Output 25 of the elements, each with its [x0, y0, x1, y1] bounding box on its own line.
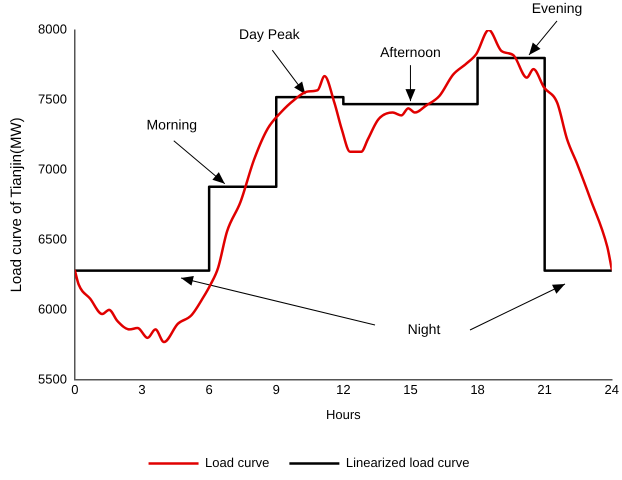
x-axis-title: Hours [326, 406, 362, 422]
annotation: Night [408, 320, 440, 337]
y-tick-label: 8000 [38, 22, 67, 37]
x-tick-label: 18 [470, 382, 485, 398]
annotation: Afternoon [380, 44, 441, 60]
x-tick-label: 15 [403, 382, 418, 398]
x-tick-label: 0 [71, 382, 79, 398]
annotation: Day Peak [238, 26, 301, 42]
annotation: Morning [146, 116, 198, 133]
y-tick-label: 6000 [38, 301, 67, 316]
line-series [74, 30, 612, 344]
x-tick-label: 6 [206, 382, 213, 398]
y-tick-label: 7500 [38, 92, 67, 107]
y-tick-label: 7000 [38, 162, 67, 176]
x-tick-label: 3 [138, 382, 146, 398]
y-tick-label: 6500 [38, 231, 67, 246]
y-axis-title: Load curve of Tianjin(MW) [8, 117, 26, 292]
legend-label: Linearized load curve [346, 455, 470, 470]
x-tick-label: 12 [336, 382, 351, 398]
y-tick-label: 5500 [38, 371, 67, 386]
x-tick-label: 21 [537, 382, 552, 398]
legend-label: Load curve [205, 455, 270, 470]
x-tick-label: 9 [272, 382, 280, 398]
annotation: Evening [532, 0, 582, 16]
x-tick-label: 24 [604, 382, 620, 398]
